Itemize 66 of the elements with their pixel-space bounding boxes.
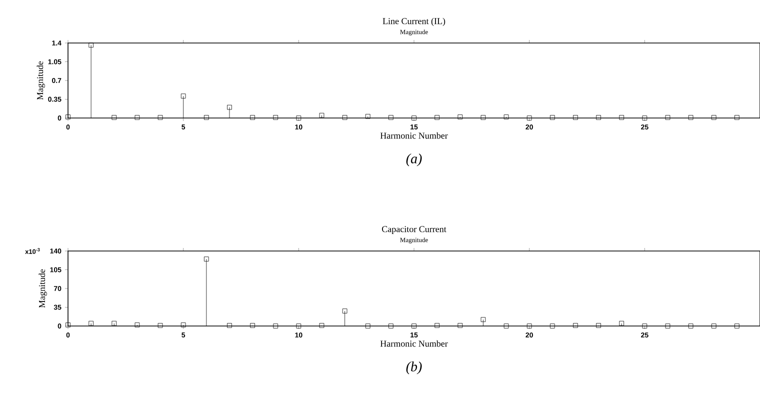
- point: [365, 324, 370, 328]
- point: [711, 115, 716, 120]
- point: [134, 322, 140, 328]
- point: [250, 323, 255, 328]
- x-axis-title: Harmonic Number: [380, 340, 448, 347]
- point: [596, 323, 601, 328]
- text: (b): [406, 362, 422, 374]
- point: [642, 116, 648, 120]
- point: [134, 115, 140, 120]
- point: [112, 115, 117, 120]
- point: [526, 324, 532, 328]
- y-axis-title: Magnitude: [36, 61, 45, 100]
- y-axis-title: Magnitude: [38, 269, 47, 308]
- point: [550, 115, 555, 120]
- point: [458, 114, 463, 120]
- point: [158, 323, 163, 328]
- point: [227, 104, 232, 110]
- point: [688, 115, 694, 120]
- point: [711, 324, 716, 328]
- point: [319, 112, 324, 118]
- point: [180, 94, 186, 98]
- chart-title: Capacitor Current: [382, 226, 446, 234]
- point: [88, 320, 94, 326]
- point: [458, 323, 463, 328]
- point: [573, 115, 578, 120]
- point: [665, 115, 670, 120]
- point: [573, 323, 578, 328]
- point: [88, 42, 94, 48]
- x-axis-title: Harmonic Number: [380, 132, 448, 139]
- point: [273, 324, 278, 328]
- point: [112, 320, 117, 326]
- point: [342, 115, 348, 120]
- point: [619, 320, 624, 326]
- point: [273, 115, 278, 120]
- point: [180, 322, 186, 328]
- point: [619, 115, 624, 120]
- point: [204, 115, 209, 120]
- point: [480, 115, 486, 120]
- point: [227, 323, 232, 328]
- point: [365, 114, 370, 119]
- point: [665, 324, 670, 328]
- text: (a): [406, 154, 422, 166]
- chart-title: Line Current (IL): [382, 18, 446, 26]
- point: [434, 115, 440, 120]
- point: [480, 317, 486, 322]
- point: [250, 115, 255, 120]
- point: [342, 308, 348, 314]
- point: [504, 324, 509, 328]
- point: [642, 324, 648, 328]
- point: [550, 324, 555, 328]
- point: [388, 115, 394, 120]
- point: [434, 323, 440, 328]
- point: [296, 324, 302, 328]
- point: [734, 115, 740, 120]
- point: [388, 324, 394, 328]
- point: [319, 323, 324, 328]
- point: [412, 324, 416, 328]
- point: [596, 115, 601, 120]
- point: [734, 324, 740, 328]
- point: [296, 116, 302, 120]
- point: [412, 116, 416, 120]
- point: [158, 115, 163, 120]
- point: [526, 116, 532, 120]
- point: [204, 256, 209, 262]
- point: [688, 324, 694, 328]
- point: [504, 114, 509, 120]
